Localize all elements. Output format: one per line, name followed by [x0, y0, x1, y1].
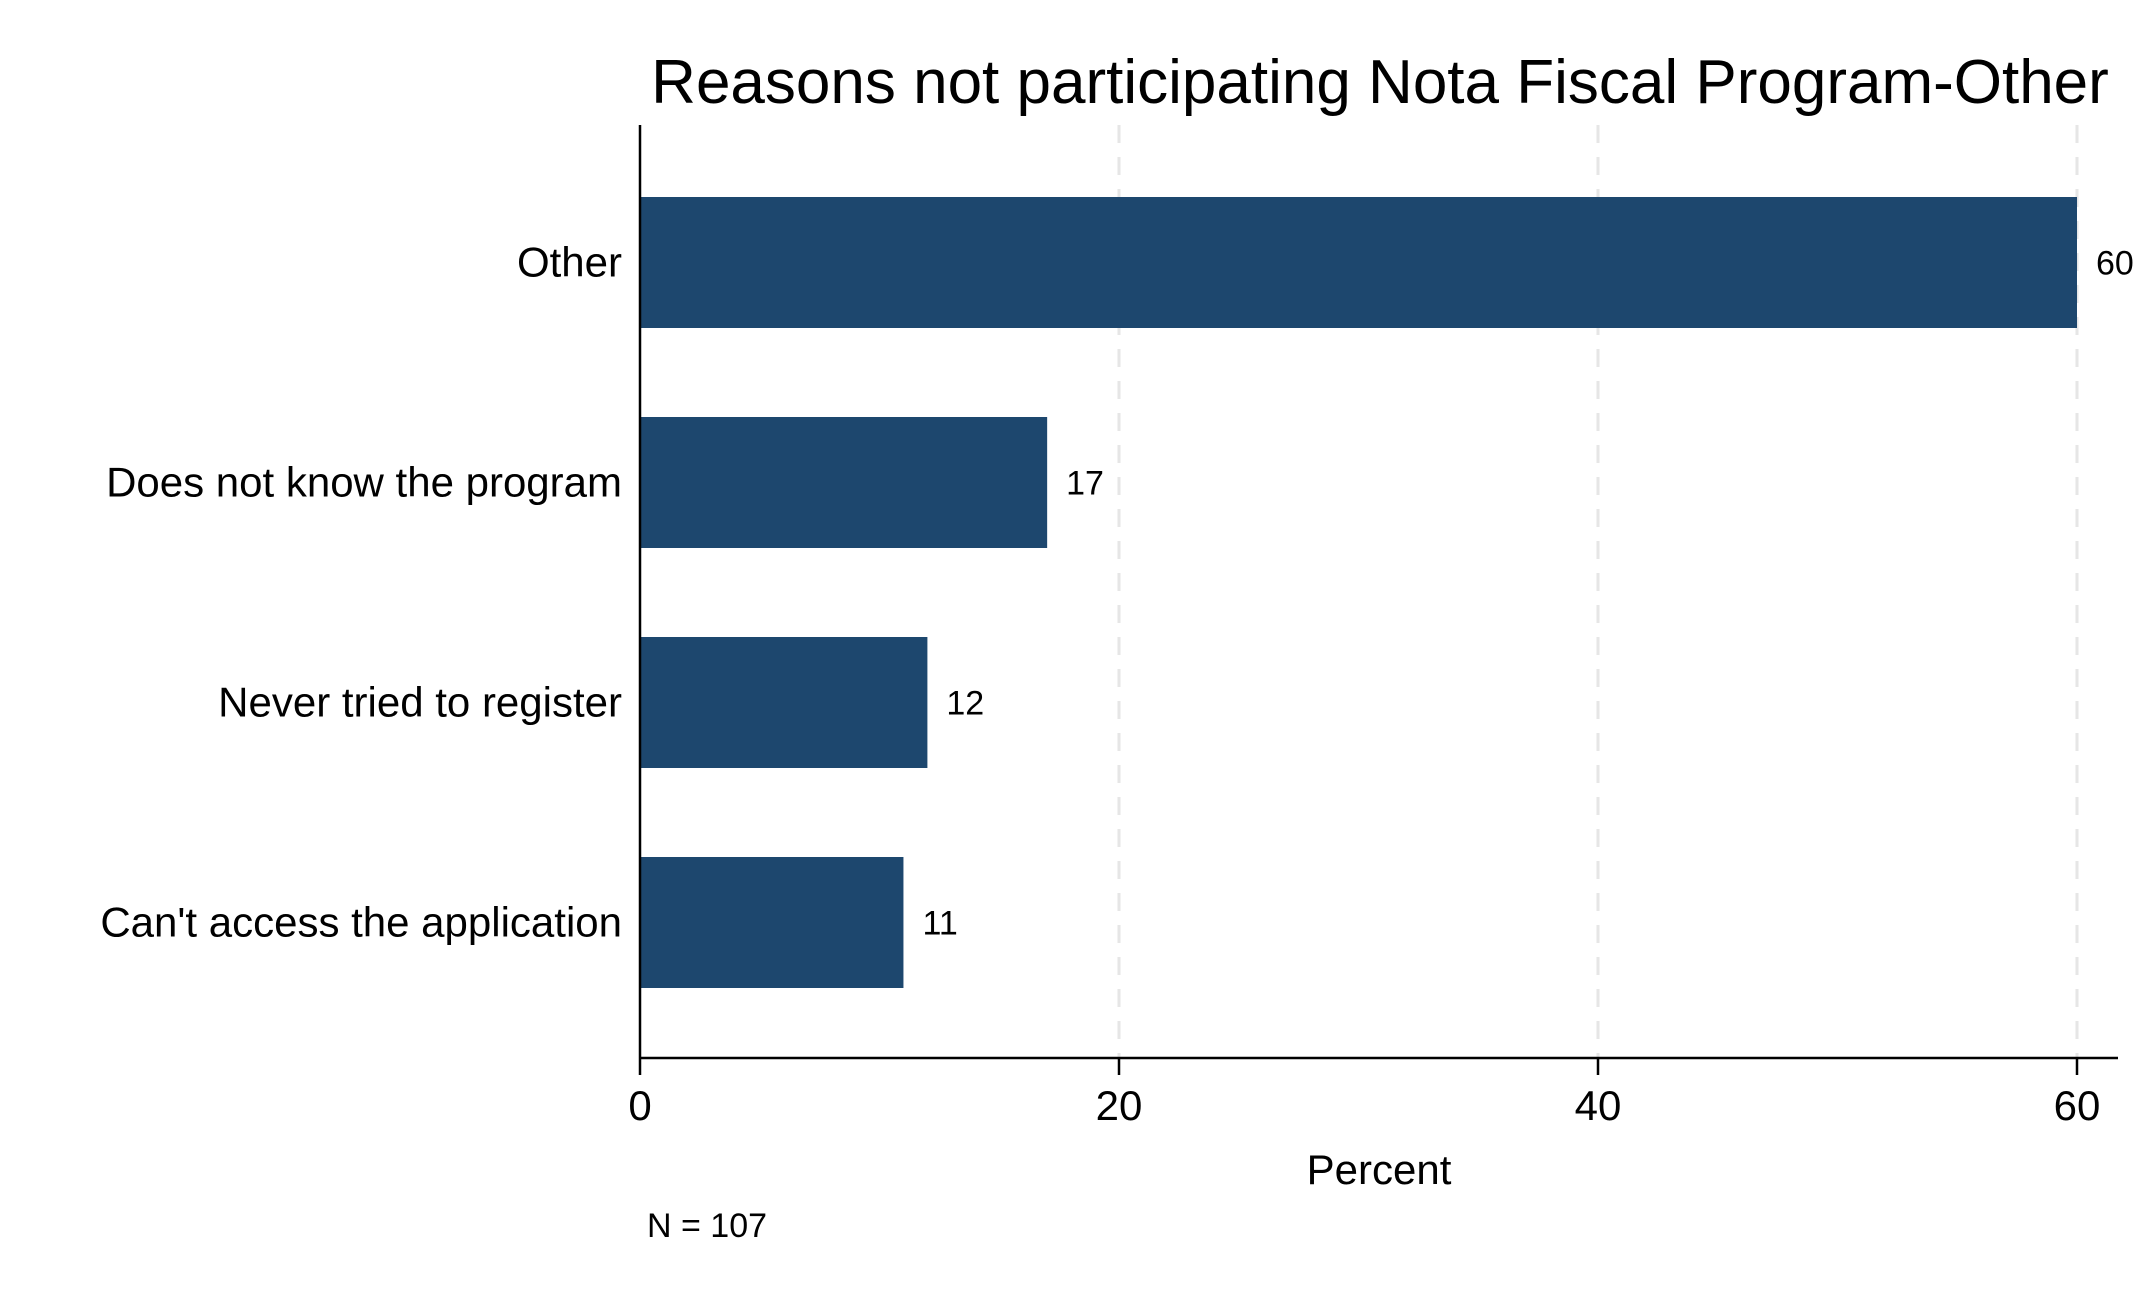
data-labels: 60 17 12 11: [922, 245, 2133, 943]
data-label: 60: [2096, 245, 2134, 283]
category-label: Never tried to register: [218, 679, 622, 726]
x-axis-ticks: 0 20 40 60: [628, 1058, 2100, 1129]
x-axis-title: Percent: [1307, 1146, 1452, 1193]
bar: [640, 857, 904, 988]
gridlines: [1117, 125, 2079, 1058]
chart-title: Reasons not participating Nota Fiscal Pr…: [651, 48, 2109, 117]
bar: [640, 197, 2077, 328]
bars: [640, 197, 2077, 988]
bar: [640, 417, 1048, 548]
bar: [640, 637, 928, 768]
category-label: Does not know the program: [106, 459, 622, 506]
data-label: 12: [946, 685, 984, 723]
category-label: Other: [517, 239, 622, 286]
category-label: Can't access the application: [100, 899, 622, 946]
sample-size-note: N = 107: [647, 1207, 767, 1245]
x-tick-label: 60: [2054, 1082, 2101, 1129]
x-tick-label: 20: [1096, 1082, 1143, 1129]
data-label: 17: [1066, 465, 1104, 503]
category-labels: Other Does not know the program Never trie…: [100, 239, 622, 946]
x-tick-label: 0: [628, 1082, 651, 1129]
data-label: 11: [922, 905, 957, 943]
x-tick-label: 40: [1575, 1082, 1622, 1129]
